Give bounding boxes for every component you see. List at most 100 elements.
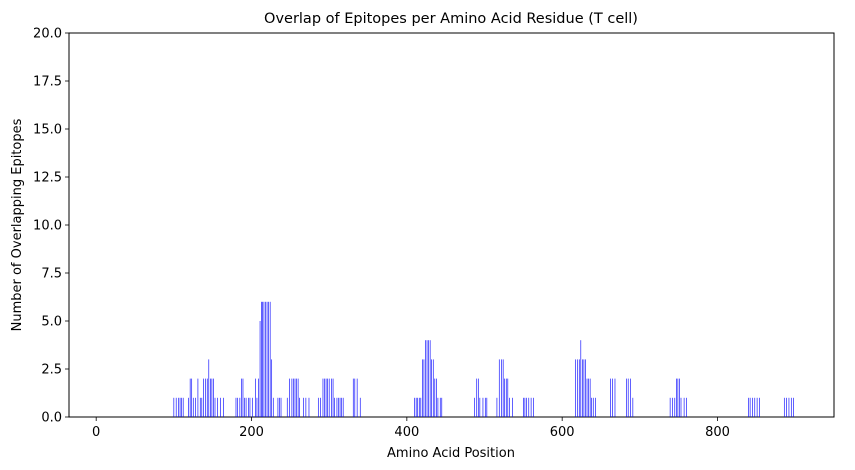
bar — [271, 359, 273, 417]
bar — [245, 397, 247, 417]
bar — [426, 340, 428, 417]
bar — [422, 359, 423, 417]
bar — [213, 378, 214, 417]
bar — [197, 378, 199, 417]
bar — [431, 359, 432, 417]
x-tick-label: 0 — [92, 425, 100, 440]
bar — [507, 378, 509, 417]
y-tick-label: 10.0 — [33, 219, 62, 234]
bar — [505, 378, 507, 417]
x-tick-label: 200 — [239, 425, 264, 440]
bar — [293, 378, 294, 417]
bar — [205, 378, 206, 417]
x-axis: 0 200 400 600 800 — [92, 417, 730, 440]
bar — [432, 359, 434, 417]
bar — [479, 397, 481, 417]
y-tick-label: 17.5 — [33, 75, 62, 90]
bar — [417, 397, 419, 417]
bar — [208, 359, 210, 417]
bar — [476, 378, 478, 417]
bar — [504, 378, 506, 417]
bar — [296, 378, 297, 417]
bar — [324, 378, 325, 417]
bar — [589, 378, 591, 417]
bar — [612, 378, 613, 417]
bar — [614, 378, 616, 417]
bars — [173, 301, 794, 417]
bar — [325, 378, 327, 417]
y-tick-label: 5.0 — [41, 315, 62, 330]
bar — [501, 359, 502, 417]
bar — [286, 397, 288, 417]
bar — [477, 378, 479, 417]
bar — [249, 397, 251, 417]
bar — [586, 378, 588, 417]
bar — [434, 378, 436, 417]
bar — [289, 378, 290, 417]
bar — [632, 397, 634, 417]
bar — [686, 397, 687, 417]
bar — [676, 378, 677, 417]
bar — [486, 397, 488, 417]
bar — [210, 378, 211, 417]
bar — [630, 378, 631, 417]
bar — [786, 397, 787, 417]
bar — [756, 397, 758, 417]
bar — [179, 397, 181, 417]
bar — [577, 359, 579, 417]
bar — [793, 397, 794, 417]
bar — [203, 378, 204, 417]
chart-title: Overlap of Epitopes per Amino Acid Resid… — [264, 11, 638, 27]
bar — [341, 397, 342, 417]
y-axis-title: Number of Overlapping Epitopes — [10, 118, 25, 331]
bar — [680, 397, 682, 417]
bar — [749, 397, 751, 417]
bar — [509, 397, 510, 417]
x-tick-label: 800 — [705, 425, 730, 440]
bar — [182, 397, 184, 417]
bar — [342, 397, 344, 417]
bar — [356, 378, 358, 417]
bar — [305, 397, 307, 417]
bar — [526, 397, 527, 417]
bar — [191, 378, 193, 417]
bar — [189, 378, 191, 417]
bar — [474, 397, 475, 417]
bar — [175, 397, 177, 417]
bar — [414, 397, 415, 417]
bar — [436, 378, 437, 417]
bar — [235, 397, 237, 417]
bar — [428, 340, 429, 417]
bar — [610, 378, 611, 417]
bar — [195, 397, 196, 417]
bar — [588, 378, 589, 417]
bar — [583, 359, 585, 417]
bar — [437, 397, 439, 417]
y-tick-label: 2.5 — [41, 363, 62, 378]
bar — [258, 378, 259, 417]
bar — [261, 301, 262, 417]
bar — [317, 397, 319, 417]
bar — [241, 378, 242, 417]
bar — [580, 340, 582, 417]
bar — [530, 397, 532, 417]
bar — [683, 397, 685, 417]
bar — [498, 359, 500, 417]
bar — [484, 397, 486, 417]
bar — [308, 397, 310, 417]
x-tick-label: 400 — [394, 425, 419, 440]
bar — [327, 378, 328, 417]
bar — [627, 378, 629, 417]
plot-area — [68, 32, 835, 418]
bar — [269, 301, 271, 417]
bar — [502, 359, 504, 417]
bar — [674, 397, 676, 417]
bar — [496, 397, 498, 417]
bar — [790, 397, 792, 417]
plot-frame — [68, 32, 835, 418]
bar — [181, 397, 182, 417]
bar — [679, 378, 680, 417]
bar — [272, 397, 274, 417]
bar — [352, 378, 354, 417]
